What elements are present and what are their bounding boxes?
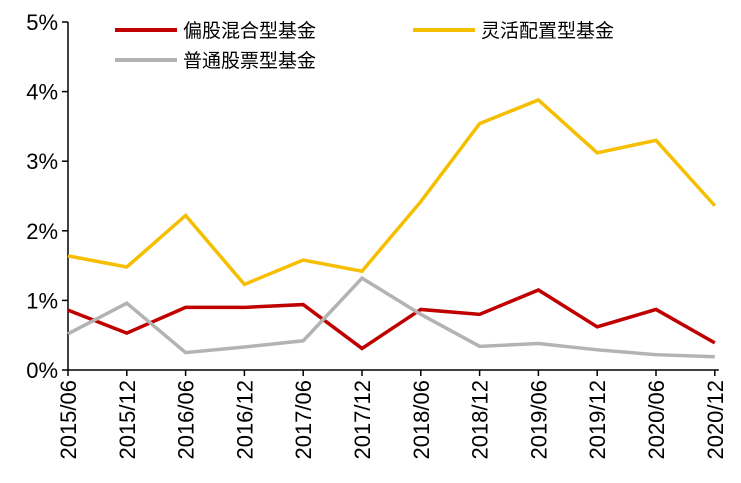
x-tick-label: 2015/06 (56, 380, 81, 460)
x-tick-label: 2016/06 (174, 380, 199, 460)
y-tick-label: 0% (26, 358, 58, 383)
x-tick-label: 2020/06 (644, 380, 669, 460)
chart-axes: 0% 1% 2% 3% 4% 5% 2015/06 2015/12 2016/06 2016/12… (26, 10, 728, 460)
y-tick-label: 2% (26, 219, 58, 244)
x-tick-label: 2017/12 (350, 380, 375, 460)
x-tick-label: 2019/06 (526, 380, 551, 460)
x-tick-label: 2020/12 (703, 380, 728, 460)
x-tick-label: 2015/12 (115, 380, 140, 460)
x-tick-label: 2018/06 (409, 380, 434, 460)
x-tick-label: 2019/12 (585, 380, 610, 460)
legend-label: 偏股混合型基金 (183, 20, 316, 42)
chart-series (67, 97, 717, 359)
y-tick-label: 4% (26, 80, 58, 105)
y-tick-label: 1% (26, 288, 58, 313)
series-line-1 (67, 287, 716, 351)
x-tick-label: 2016/12 (232, 380, 257, 460)
x-tick-label: 2018/12 (468, 380, 493, 460)
legend-label: 灵活配置型基金 (481, 20, 614, 42)
x-tick-label: 2017/06 (291, 380, 316, 460)
y-tick-label: 3% (26, 149, 58, 174)
series-line-2 (67, 97, 717, 287)
y-tick-label: 5% (26, 10, 58, 35)
legend-label: 普通股票型基金 (183, 50, 316, 72)
series-line-3 (67, 275, 715, 359)
